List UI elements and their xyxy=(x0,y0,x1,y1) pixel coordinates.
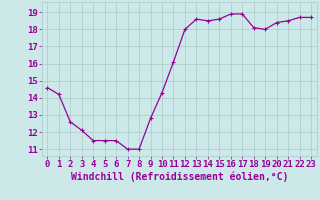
X-axis label: Windchill (Refroidissement éolien,°C): Windchill (Refroidissement éolien,°C) xyxy=(70,172,288,182)
